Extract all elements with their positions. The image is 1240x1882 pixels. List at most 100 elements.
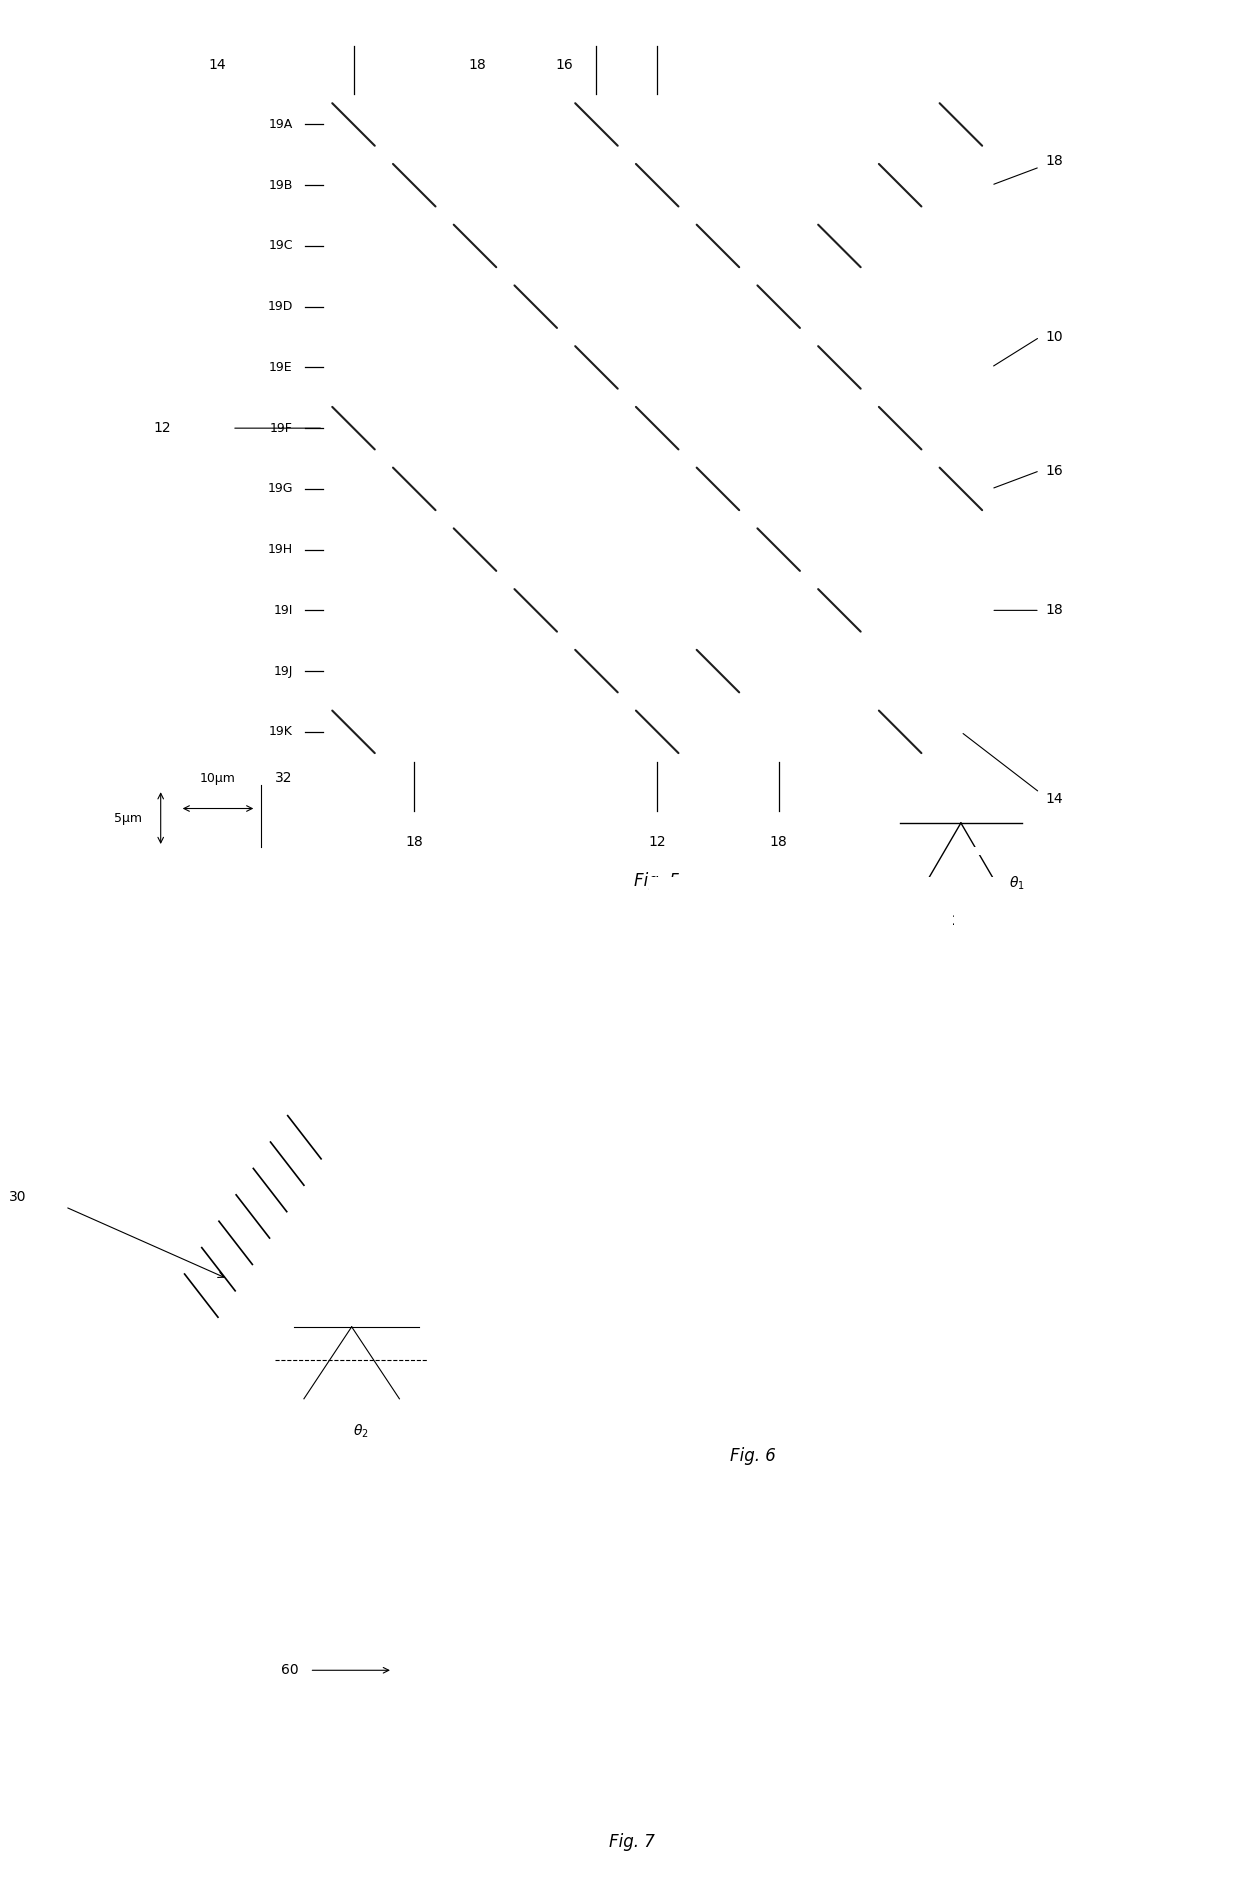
- Bar: [649, 1184, 704, 1238]
- Bar: [649, 954, 704, 1009]
- Bar: [496, 954, 552, 1009]
- Bar: [450, 525, 500, 574]
- Bar: [754, 282, 804, 331]
- Bar: [649, 847, 704, 854]
- Text: 12: 12: [153, 422, 171, 435]
- Bar: [419, 1107, 475, 1163]
- Bar: [875, 162, 925, 209]
- Bar: [725, 1107, 780, 1163]
- Bar: [801, 1184, 857, 1238]
- Bar: [496, 877, 552, 932]
- Bar: [389, 162, 439, 209]
- Bar: [815, 343, 864, 391]
- Bar: [572, 954, 627, 1009]
- Bar: [329, 708, 378, 757]
- Bar: [954, 954, 1009, 1009]
- Bar: [632, 708, 682, 757]
- Bar: [572, 1184, 627, 1238]
- Bar: [878, 847, 934, 854]
- Text: 19E: 19E: [269, 361, 293, 375]
- Text: 19F: 19F: [270, 422, 293, 435]
- Bar: [572, 1031, 627, 1086]
- Text: 18: 18: [469, 58, 486, 72]
- Text: 19A: 19A: [269, 119, 293, 132]
- Text: 32: 32: [275, 770, 293, 785]
- Bar: [1030, 1261, 1086, 1316]
- Bar: [267, 954, 322, 1009]
- Bar: [725, 847, 780, 854]
- Bar: [1107, 1031, 1135, 1086]
- Bar: [649, 1261, 704, 1316]
- Bar: [733, 1549, 872, 1651]
- Text: 10μm: 10μm: [200, 772, 236, 785]
- Bar: [343, 954, 398, 1009]
- Bar: [343, 1184, 398, 1238]
- Bar: [343, 1107, 398, 1163]
- Bar: [190, 1107, 246, 1163]
- Bar: [450, 222, 500, 271]
- Bar: [329, 405, 378, 452]
- Bar: [1030, 954, 1086, 1009]
- Bar: [511, 282, 560, 331]
- Bar: [372, 1690, 446, 1792]
- Bar: [878, 877, 934, 932]
- Bar: [190, 877, 246, 932]
- Bar: [267, 847, 322, 854]
- Bar: [693, 465, 743, 514]
- Text: $\theta_1$: $\theta_1$: [1009, 875, 1025, 892]
- Bar: [496, 1107, 552, 1163]
- Bar: [801, 1031, 857, 1086]
- Bar: [190, 1031, 246, 1086]
- Bar: [1107, 1261, 1135, 1316]
- Bar: [1030, 847, 1086, 854]
- Bar: [1107, 877, 1135, 932]
- Bar: [878, 1031, 934, 1086]
- Bar: [801, 1261, 857, 1316]
- Bar: [1030, 877, 1086, 932]
- Text: $\theta_2$: $\theta_2$: [353, 1423, 370, 1440]
- Bar: [389, 465, 439, 514]
- Bar: [1107, 954, 1135, 1009]
- Bar: [936, 100, 986, 149]
- Bar: [419, 1031, 475, 1086]
- Bar: [572, 647, 621, 696]
- Bar: [572, 877, 627, 932]
- Bar: [419, 847, 475, 854]
- Bar: [572, 1261, 627, 1316]
- Bar: [1107, 847, 1135, 854]
- Bar: [693, 222, 743, 271]
- Text: 10: 10: [1045, 329, 1064, 344]
- Text: 19C: 19C: [268, 239, 293, 252]
- Bar: [343, 1031, 398, 1086]
- Bar: [190, 1261, 246, 1316]
- Text: 19H: 19H: [268, 544, 293, 555]
- Bar: [801, 954, 857, 1009]
- Bar: [801, 847, 857, 854]
- Text: 12: 12: [649, 836, 666, 849]
- Bar: [496, 1261, 552, 1316]
- Bar: [954, 1184, 1009, 1238]
- Bar: [190, 1184, 246, 1238]
- Bar: [267, 1184, 322, 1238]
- Bar: [572, 847, 627, 854]
- Bar: [875, 708, 925, 757]
- Text: 18: 18: [405, 836, 423, 849]
- Bar: [878, 1107, 934, 1163]
- Bar: [725, 1031, 780, 1086]
- Text: 30: 30: [9, 1189, 26, 1204]
- Bar: [954, 847, 1009, 854]
- Bar: [419, 954, 475, 1009]
- Text: 20: 20: [952, 915, 970, 928]
- Text: 16: 16: [556, 58, 573, 72]
- Bar: [649, 1690, 787, 1792]
- Bar: [954, 877, 1009, 932]
- Text: 19I: 19I: [273, 604, 293, 617]
- Bar: [878, 954, 934, 1009]
- Text: Fig. 7: Fig. 7: [610, 1833, 655, 1850]
- Bar: [572, 1107, 627, 1163]
- Text: 18: 18: [1045, 154, 1064, 167]
- Bar: [419, 877, 475, 932]
- Bar: [954, 1107, 1009, 1163]
- Bar: [1107, 1184, 1135, 1238]
- Bar: [725, 954, 780, 1009]
